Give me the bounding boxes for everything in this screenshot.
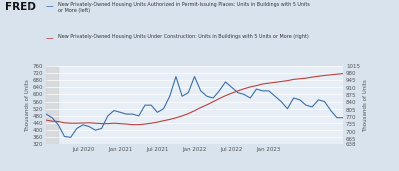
Text: New Privately-Owned Housing Units Authorized in Permit-Issuing Places: Units in : New Privately-Owned Housing Units Author… xyxy=(58,2,310,13)
Y-axis label: Thousands of Units: Thousands of Units xyxy=(25,79,30,131)
Text: —: — xyxy=(46,3,53,12)
Y-axis label: Thousands of Units: Thousands of Units xyxy=(363,79,368,131)
Text: ∥: ∥ xyxy=(29,4,32,10)
Text: New Privately-Owned Housing Units Under Construction: Units in Buildings with 5 : New Privately-Owned Housing Units Under … xyxy=(58,34,308,39)
Text: —: — xyxy=(46,34,53,43)
Bar xyxy=(46,66,58,144)
Text: FRED: FRED xyxy=(5,2,36,12)
